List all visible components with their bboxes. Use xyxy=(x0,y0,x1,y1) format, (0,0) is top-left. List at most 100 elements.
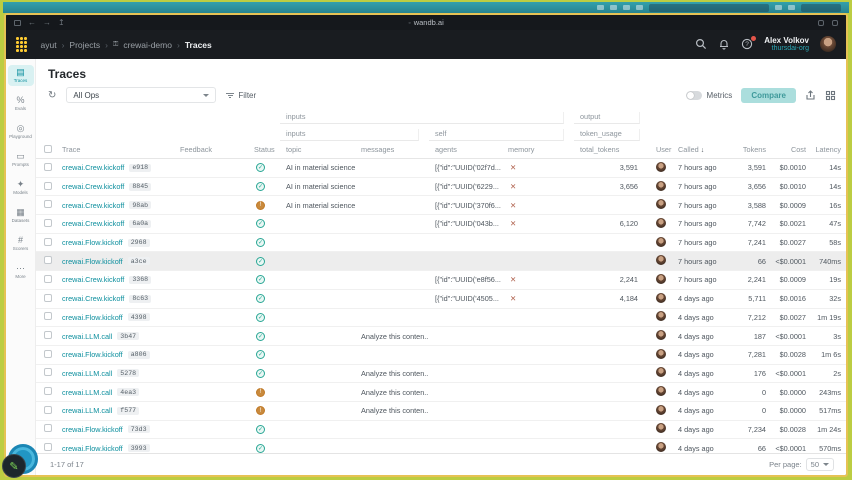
breadcrumb-page[interactable]: Traces xyxy=(184,39,212,50)
row-checkbox[interactable] xyxy=(44,405,52,414)
url-bar[interactable]: ◦ wandb.ai xyxy=(408,18,444,27)
table-row[interactable]: crewai.LLM.call 3b47 ✓ Analyze this conten.… xyxy=(36,327,846,346)
sidebar-item-more[interactable]: ⋯ More xyxy=(15,263,26,280)
sidebar-item-datasets[interactable]: ▦ Datasets xyxy=(11,207,30,224)
browser-menu-icon[interactable] xyxy=(832,19,838,26)
trace-link[interactable]: crewai.LLM.call xyxy=(62,406,113,416)
extensions-icon[interactable] xyxy=(818,19,824,26)
col-total-tokens[interactable]: total_tokens xyxy=(580,145,620,154)
trace-link[interactable]: crewai.LLM.call xyxy=(62,387,113,397)
table-row[interactable]: crewai.LLM.call f577! Analyze this conten.… xyxy=(36,402,846,421)
refresh-icon[interactable]: ↻ xyxy=(48,89,57,101)
row-checkbox[interactable] xyxy=(44,200,52,209)
trace-link[interactable]: crewai.LLM.call xyxy=(62,331,113,341)
table-row[interactable]: crewai.LLM.call 5278 ✓ Analyze this conten.… xyxy=(36,365,846,384)
trace-link[interactable]: crewai.Crew.kickoff xyxy=(62,294,125,304)
col-memory[interactable]: memory xyxy=(508,145,535,154)
table-row[interactable]: crewai.Flow.kickoff 2968 ✓ 7 hours ago 7,241… xyxy=(36,234,846,253)
col-called[interactable]: Called ↓ xyxy=(678,145,705,154)
user-avatar xyxy=(656,367,666,378)
manage-columns-icon[interactable] xyxy=(825,90,836,101)
trace-link[interactable]: crewai.Flow.kickoff xyxy=(62,350,123,360)
trace-link[interactable]: crewai.Flow.kickoff xyxy=(62,312,123,322)
table-row[interactable]: crewai.Flow.kickoff 3993 ✓ 4 days ago 66 <$0.… xyxy=(36,439,846,453)
trace-link[interactable]: crewai.Crew.kickoff xyxy=(62,275,125,285)
row-checkbox[interactable] xyxy=(44,293,52,302)
wandb-logo-icon[interactable] xyxy=(16,37,27,52)
row-checkbox[interactable] xyxy=(44,312,52,321)
col-topic[interactable]: topic xyxy=(286,145,302,154)
sidebar-item-playground[interactable]: ◎ Playground xyxy=(9,123,32,140)
annotate-pencil-icon[interactable]: ✎ xyxy=(2,454,26,478)
table-row[interactable]: crewai.Crew.kickoff 3368 ✓ [{"id":"UUID('e8… xyxy=(36,271,846,290)
table-row[interactable]: crewai.Crew.kickoff 98ab! AI in material s… xyxy=(36,196,846,216)
notifications-bell-icon[interactable] xyxy=(718,38,730,51)
breadcrumb-projects[interactable]: Projects xyxy=(69,39,101,50)
trace-link[interactable]: crewai.Flow.kickoff xyxy=(62,256,123,266)
help-icon[interactable]: ? xyxy=(741,36,757,50)
col-feedback[interactable]: Feedback xyxy=(180,145,213,154)
table-row[interactable]: crewai.LLM.call 4ea3! Analyze this conten.… xyxy=(36,383,846,402)
row-checkbox[interactable] xyxy=(44,424,52,433)
search-icon[interactable] xyxy=(695,38,707,50)
table-row[interactable]: crewai.Flow.kickoff 4398 ✓ 4 days ago 7,212 $… xyxy=(36,309,846,328)
table-row[interactable]: crewai.Crew.kickoff 8845 ✓ AI in material s… xyxy=(36,178,846,197)
filter-button[interactable]: Filter xyxy=(226,91,256,100)
traces-toolbar: ↻ All Ops Filter Metrics Compare xyxy=(36,83,846,107)
col-agents[interactable]: agents xyxy=(435,145,457,154)
per-page-select[interactable]: 50 xyxy=(805,458,834,471)
compare-button[interactable]: Compare xyxy=(741,87,796,103)
row-checkbox[interactable] xyxy=(44,368,52,377)
ops-filter-select[interactable]: All Ops xyxy=(66,87,217,103)
row-checkbox[interactable] xyxy=(44,256,52,265)
breadcrumb-project[interactable]: crewai-demo xyxy=(123,39,172,50)
forward-icon[interactable]: → xyxy=(43,18,51,27)
row-checkbox[interactable] xyxy=(44,162,52,171)
table-row[interactable]: crewai.Crew.kickoff 8c63 ✓ [{"id":"UUID('45… xyxy=(36,290,846,309)
sidebar-item-evals[interactable]: % Evals xyxy=(14,95,26,112)
col-messages[interactable]: messages xyxy=(361,145,395,154)
sidebar-item-models[interactable]: ✦ Models xyxy=(13,179,28,196)
trace-link[interactable]: crewai.Flow.kickoff xyxy=(62,424,123,434)
row-checkbox[interactable] xyxy=(44,218,52,227)
avatar[interactable] xyxy=(820,36,836,53)
table-row[interactable]: crewai.Flow.kickoff a3ce ✓ 7 hours ago 66 <$0… xyxy=(36,252,846,272)
row-checkbox[interactable] xyxy=(44,181,52,190)
trace-link[interactable]: crewai.LLM.call xyxy=(62,368,113,378)
row-checkbox[interactable] xyxy=(44,274,52,283)
trace-link[interactable]: crewai.Crew.kickoff xyxy=(62,182,125,192)
row-checkbox[interactable] xyxy=(44,387,52,396)
window-controls-icon[interactable] xyxy=(14,19,21,26)
export-icon[interactable] xyxy=(805,89,816,101)
sidebar-item-prompts[interactable]: ▭ Prompts xyxy=(12,151,29,168)
col-cost[interactable]: Cost xyxy=(790,145,806,154)
table-row[interactable]: crewai.Crew.kickoff 6a0a ✓ [{"id":"UUID('04… xyxy=(36,215,846,234)
breadcrumb-user[interactable]: ayut xyxy=(40,39,57,50)
sidebar-item-traces[interactable]: ▤ Traces xyxy=(7,65,34,86)
col-latency[interactable]: Latency xyxy=(815,145,841,154)
col-user[interactable]: User xyxy=(656,145,672,154)
table-group-row-1: inputs output xyxy=(36,107,846,124)
row-checkbox[interactable] xyxy=(44,349,52,358)
trace-link[interactable]: crewai.Crew.kickoff xyxy=(62,163,125,173)
table-row[interactable]: crewai.Flow.kickoff 73d3 ✓ 4 days ago 7,234 $… xyxy=(36,421,846,440)
select-all-checkbox[interactable] xyxy=(44,144,52,153)
table-row[interactable]: crewai.Crew.kickoff e918 ✓ AI in material s… xyxy=(36,159,846,178)
col-status[interactable]: Status xyxy=(254,145,275,154)
row-checkbox[interactable] xyxy=(44,237,52,246)
sidebar-item-scorers[interactable]: # Scorers xyxy=(12,235,29,252)
user-block[interactable]: Alex Volkov thursdai-org xyxy=(764,36,809,53)
trace-link[interactable]: crewai.Crew.kickoff xyxy=(62,200,125,210)
col-trace[interactable]: Trace xyxy=(62,145,81,154)
trace-link[interactable]: crewai.Flow.kickoff xyxy=(62,238,123,248)
trace-link[interactable]: crewai.Crew.kickoff xyxy=(62,219,125,229)
share-icon[interactable]: ↥ xyxy=(58,18,65,27)
cost-cell: $0.0027 xyxy=(779,312,806,322)
metrics-toggle[interactable] xyxy=(685,90,702,100)
trace-link[interactable]: crewai.Flow.kickoff xyxy=(62,443,123,453)
back-icon[interactable]: ← xyxy=(28,18,36,27)
row-checkbox[interactable] xyxy=(44,443,52,452)
row-checkbox[interactable] xyxy=(44,331,52,340)
col-tokens[interactable]: Tokens xyxy=(742,145,766,154)
table-row[interactable]: crewai.Flow.kickoff a806 ✓ 4 days ago 7,281 $… xyxy=(36,346,846,365)
